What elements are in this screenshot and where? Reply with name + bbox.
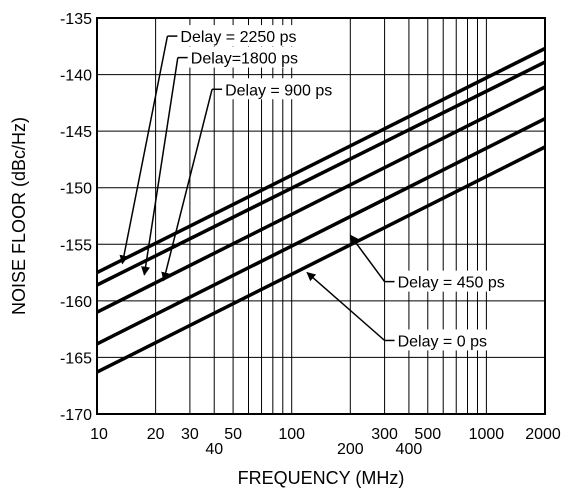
annotation-arrow	[161, 89, 213, 282]
annotation-arrow	[349, 234, 386, 283]
x-tick-label: 1000	[469, 426, 505, 443]
x-tick-label: 500	[414, 426, 441, 443]
annotation-arrow	[119, 35, 169, 265]
y-tick-label: -165	[60, 350, 92, 367]
annotation-2: Delay = 900 ps	[161, 78, 349, 282]
grid	[96, 17, 546, 415]
annotation-4: Delay = 0 ps	[306, 271, 504, 351]
series-line-3	[96, 117, 546, 346]
annotation-label: Delay = 900 ps	[225, 82, 332, 99]
annotation-1: Delay=1800 ps	[141, 46, 306, 276]
series-lines	[96, 46, 546, 374]
y-tick-label: -170	[60, 407, 92, 424]
annotation-arrow	[141, 57, 179, 276]
x-tick-label: 400	[396, 441, 423, 458]
plot-frame	[96, 17, 546, 415]
series-line-2	[96, 85, 546, 314]
annotation-arrow	[306, 271, 386, 342]
annotation-label-bg	[394, 270, 521, 292]
series-line-4	[96, 145, 546, 374]
annotation-3: Delay = 450 ps	[349, 234, 521, 292]
x-tick-label: 30	[181, 426, 199, 443]
y-tick-label: -135	[60, 11, 92, 28]
annotation-0: Delay = 2250 ps	[119, 25, 313, 265]
x-tick-label: 10	[90, 426, 108, 443]
annotation-label-bg	[177, 25, 313, 47]
y-tick-label: -150	[60, 181, 92, 198]
x-tick-label: 40	[205, 441, 223, 458]
annotation-label-bg	[187, 46, 306, 68]
annotation-label-bg	[222, 78, 349, 100]
y-tick-label: -140	[60, 68, 92, 85]
y-tick-label: -155	[60, 237, 92, 254]
x-axis-label: FREQUENCY (MHz)	[238, 468, 405, 488]
series-line-0	[96, 46, 546, 275]
tick-labels: -170 -165 -160 -155 -150 -145 -140 -135 10 20 30 40…	[60, 11, 561, 458]
x-tick-label: 50	[224, 426, 242, 443]
y-tick-label: -160	[60, 294, 92, 311]
x-tick-label: 200	[337, 441, 364, 458]
y-tick-label: -145	[60, 124, 92, 141]
annotations: Delay = 2250 ps Delay=1800 ps Delay = 900 …	[119, 25, 521, 351]
annotation-label-bg	[394, 329, 504, 351]
annotation-label: Delay = 2250 ps	[180, 29, 296, 46]
x-tick-label: 100	[278, 426, 305, 443]
annotation-label: Delay = 0 ps	[398, 333, 487, 350]
y-axis-label: NOISE FLOOR (dBc/Hz)	[9, 117, 29, 315]
x-tick-label: 2000	[525, 426, 561, 443]
annotation-label: Delay = 450 ps	[398, 275, 505, 292]
x-tick-label: 20	[147, 426, 165, 443]
x-tick-label: 300	[371, 426, 398, 443]
annotation-label: Delay=1800 ps	[191, 51, 298, 68]
